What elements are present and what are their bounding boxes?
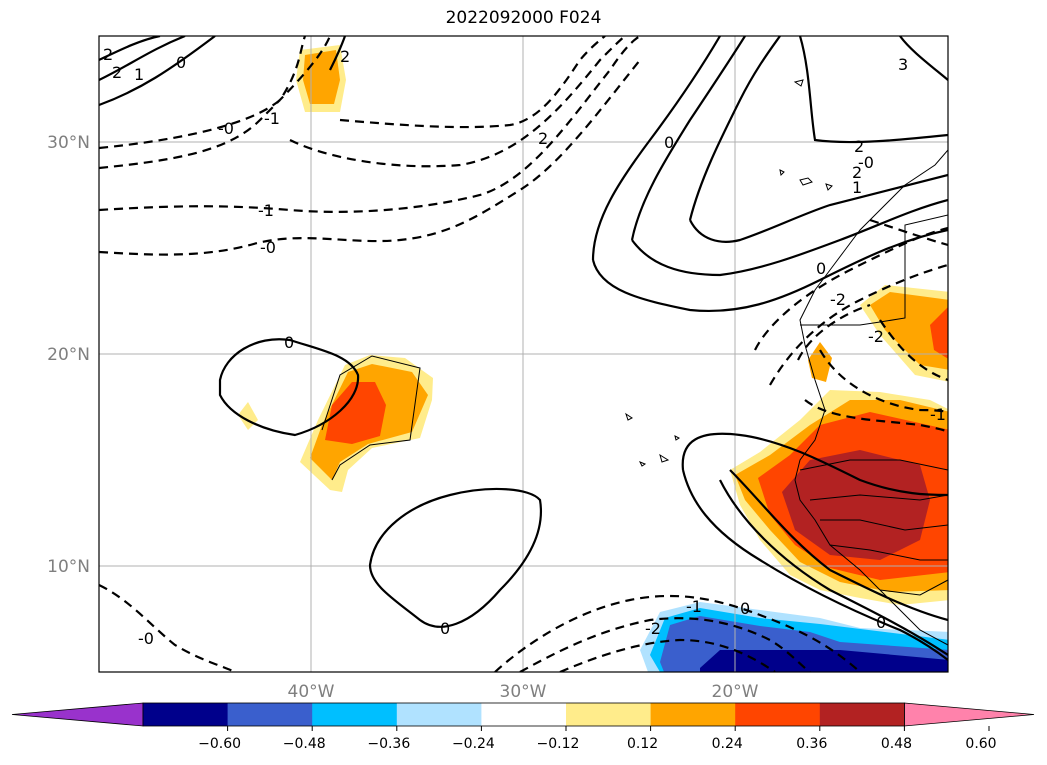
lon-label: 20°W: [712, 682, 759, 702]
map-frame: [98, 35, 949, 673]
coastline: [321, 79, 948, 646]
map-plot-area: 2 2 1 0 -0 -1 2 -1 -0 0 0 0 0 -0 -2 -1 0…: [99, 36, 948, 672]
contour-label: 1: [134, 65, 144, 84]
latitude-labels: 30°N 20°N 10°N: [47, 133, 90, 577]
longitude-labels: 40°W 30°W 20°W: [288, 682, 759, 702]
contour-label: -1: [258, 201, 274, 220]
shaded-field: [238, 45, 948, 672]
contour-label: 0: [176, 53, 186, 72]
colorbar-tick-label: −0.24: [452, 736, 495, 752]
colorbar-segment: [566, 703, 652, 726]
colorbar-tick-label: 0.36: [796, 736, 827, 752]
contour-label: 2: [852, 163, 862, 182]
colorbar-outline: [142, 702, 905, 727]
colorbar-tick-label: 0.48: [881, 736, 912, 752]
contour-label: 0: [740, 599, 750, 618]
colorbar-tick-label: −0.48: [283, 736, 326, 752]
map-title: 2022092000 F024: [445, 8, 602, 28]
contour-label: -2: [830, 290, 846, 309]
lon-label: 30°W: [500, 682, 547, 702]
contour-label: 0: [440, 619, 450, 638]
contour-label: -0: [260, 238, 276, 257]
contour-label: -1: [264, 109, 280, 128]
colorbar-extend-high: [904, 702, 1035, 727]
contour-labels: 2 2 1 0 -0 -1 2 -1 -0 0 0 0 0 -0 -2 -1 0…: [103, 45, 946, 648]
contour-label: 0: [816, 259, 826, 278]
colorbar-tick-label: −0.36: [367, 736, 410, 752]
lat-label: 20°N: [47, 345, 90, 365]
colorbar-segment: [227, 703, 313, 726]
contour-label: 0: [284, 333, 294, 352]
colorbar-extend-low: [11, 702, 144, 727]
contour-label: 0: [664, 133, 674, 152]
contour-label: 0: [876, 613, 886, 632]
contour-label: 3: [898, 55, 908, 74]
colorbar-tick-label: 0.60: [965, 736, 996, 752]
contour-label: -2: [645, 619, 661, 638]
contour-label: -1: [930, 405, 946, 424]
colorbar-segment: [312, 703, 398, 726]
contour-label: -0: [138, 629, 154, 648]
colorbar-tick-label: 0.12: [627, 736, 658, 752]
colorbar-segment: [481, 703, 567, 726]
contour-label: -1: [686, 597, 702, 616]
colorbar-segments: [11, 702, 1035, 727]
lat-label: 30°N: [47, 133, 90, 153]
solid-contours: [99, 36, 948, 661]
colorbar-segment: [735, 703, 821, 726]
colorbar-tick-label: 0.24: [712, 736, 743, 752]
colorbar-segment: [650, 703, 736, 726]
colorbar-segment: [819, 703, 905, 726]
contour-label: -2: [868, 327, 884, 346]
colorbar-segment: [143, 703, 229, 726]
contour-label: -0: [858, 153, 874, 172]
contour-label: -0: [218, 119, 234, 138]
contour-label: 2: [854, 137, 864, 156]
colorbar-segment: [396, 703, 482, 726]
colorbar-tick-label: −0.60: [198, 736, 241, 752]
grid-lines: [99, 36, 948, 672]
contour-label: 2: [340, 47, 350, 66]
contour-label: 2: [112, 63, 122, 82]
lat-label: 10°N: [47, 557, 90, 577]
contour-label: 2: [103, 45, 113, 64]
contour-label: 1: [852, 178, 862, 197]
contour-label: 2: [538, 129, 548, 148]
colorbar-tick-label: −0.12: [537, 736, 580, 752]
dashed-contours: [99, 36, 948, 672]
lon-label: 40°W: [288, 682, 335, 702]
colorbar: −0.60 −0.48 −0.36 −0.24 −0.12 0.12 0.24 0.36 0.4…: [11, 702, 1035, 752]
colorbar-ticks: −0.60 −0.48 −0.36 −0.24 −0.12 0.12 0.24 0.36 0.4…: [198, 726, 997, 752]
